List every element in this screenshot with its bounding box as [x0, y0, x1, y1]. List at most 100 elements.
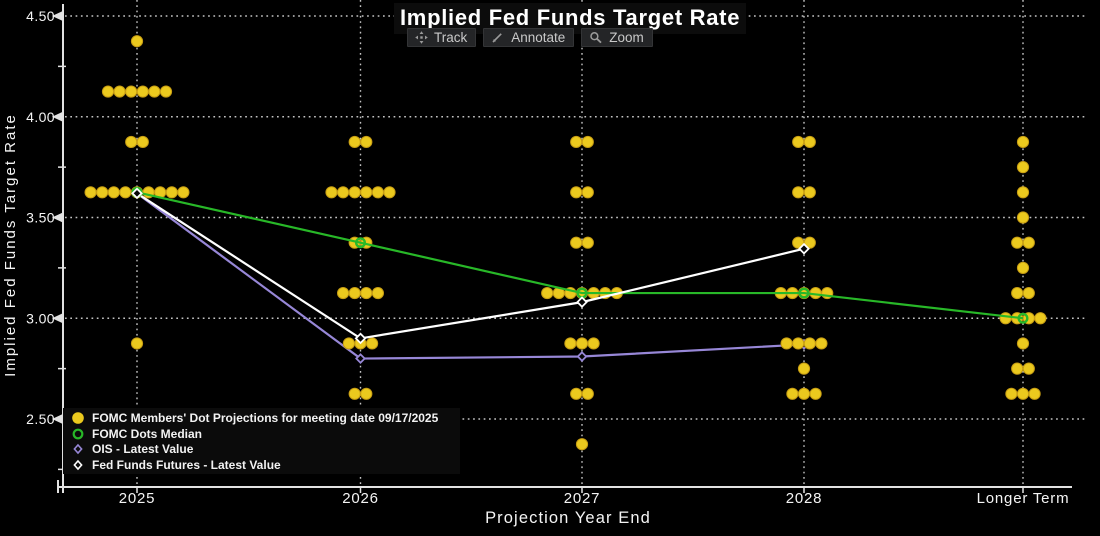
fomc-dot	[366, 337, 379, 350]
fomc-dot	[786, 387, 799, 400]
fomc-dot	[125, 85, 138, 98]
y-tick-label: 3.00	[26, 310, 55, 326]
fomc-dot	[1022, 286, 1035, 300]
futures-marker	[798, 242, 810, 255]
fomc-dot	[165, 186, 178, 199]
fomc-dot	[1028, 387, 1041, 400]
y-axis-major-tick	[52, 313, 62, 323]
fomc-dot	[371, 286, 384, 300]
fomc-dot	[809, 387, 822, 400]
x-tick-label: 2025	[119, 490, 156, 507]
fomc-dot	[581, 186, 594, 199]
fomc-dot	[360, 135, 373, 149]
legend-item-label: Fed Funds Futures - Latest Value	[92, 457, 281, 472]
annotate-button[interactable]: Annotate	[483, 28, 575, 47]
fomc-dot	[1034, 312, 1047, 325]
fomc-dot	[575, 438, 589, 451]
fomc-dot	[1016, 337, 1030, 350]
fomc-dot	[84, 186, 97, 199]
fomc-dot	[803, 236, 816, 249]
fomc-dot	[360, 387, 373, 400]
fomc-dot	[136, 85, 149, 98]
y-tick-label: 2.50	[26, 411, 55, 427]
median-marker	[1017, 312, 1029, 324]
y-axis-major-tick	[52, 414, 62, 424]
y-tick-label: 3.50	[26, 210, 55, 226]
fomc-dot	[96, 186, 109, 199]
futures-marker	[131, 187, 143, 200]
fomc-dot	[101, 85, 115, 98]
y-tick-label: 4.50	[26, 8, 55, 24]
fomc-dot	[119, 186, 132, 199]
futures-marker	[576, 296, 588, 309]
fomc-dot	[383, 186, 396, 199]
ois-line	[136, 192, 805, 360]
legend: FOMC Members' Dot Projections for meetin…	[63, 408, 460, 474]
track-icon	[415, 30, 428, 44]
fomc-dot	[575, 337, 589, 350]
legend-item[interactable]: FOMC Members' Dot Projections for meetin…	[71, 410, 460, 426]
y-axis-major-tick	[52, 11, 62, 21]
fomc-dot	[570, 387, 583, 400]
futures-line	[136, 192, 805, 340]
median-marker	[355, 237, 367, 249]
legend-item[interactable]: Fed Funds Futures - Latest Value	[71, 457, 460, 473]
zoom-icon	[590, 31, 602, 43]
chart-toolbar: Track Annotate Zoom	[407, 28, 653, 47]
fomc-dot	[1011, 362, 1024, 375]
x-axis-title: Projection Year End	[485, 509, 651, 527]
legend-open-diamond-icon	[73, 444, 83, 455]
zoom-button[interactable]: Zoom	[581, 28, 653, 47]
fomc-dot	[113, 85, 126, 98]
fomc-dot	[1011, 286, 1024, 300]
fomc-dot	[780, 337, 793, 350]
fomc-dot	[1016, 211, 1030, 224]
fomc-dot	[348, 286, 361, 300]
fomc-dot	[360, 286, 373, 300]
fomc-dot	[999, 312, 1012, 325]
legend-filled-circle-icon	[72, 412, 84, 424]
legend-item-label: OIS - Latest Value	[92, 442, 194, 457]
fomc-dot	[587, 337, 600, 350]
fomc-dot	[325, 186, 338, 199]
y-axis-major-tick	[52, 212, 62, 223]
x-tick-label: Longer Term	[977, 490, 1070, 507]
fomc-dot	[581, 135, 594, 149]
track-button-label: Track	[434, 29, 468, 45]
fomc-dot	[1016, 135, 1030, 149]
fomc-dot	[797, 387, 811, 400]
annotate-button-label: Annotate	[511, 29, 566, 45]
fomc-dot	[348, 186, 361, 199]
legend-item[interactable]: OIS - Latest Value	[71, 441, 460, 457]
x-tick-label: 2026	[342, 490, 379, 507]
median-line	[136, 191, 1024, 320]
y-axis-title: Implied Fed Funds Target Rate	[2, 113, 19, 377]
legend-open-circle-icon	[72, 428, 84, 439]
fomc-dot	[541, 286, 554, 300]
y-tick-label: 4.00	[26, 109, 55, 125]
fomc-dot	[1011, 236, 1024, 249]
fomc-dot	[125, 135, 138, 149]
fomc-dot	[159, 85, 173, 98]
annotate-icon	[492, 32, 503, 43]
fomc-dot	[1005, 387, 1018, 400]
fomc-dot	[1022, 362, 1035, 375]
fomc-dot	[792, 337, 805, 350]
legend-item-label: FOMC Members' Dot Projections for meetin…	[92, 410, 439, 425]
fomc-dot	[581, 236, 594, 249]
fomc-dot	[570, 135, 583, 149]
fomc-dot	[360, 186, 373, 199]
ois-marker	[576, 351, 588, 363]
fomc-dot	[797, 362, 811, 375]
fomc-dot	[337, 186, 350, 199]
legend-item[interactable]: FOMC Dots Median	[71, 426, 460, 442]
track-button[interactable]: Track	[407, 28, 477, 47]
ois-marker	[355, 353, 366, 365]
fomc-dot	[130, 35, 144, 48]
fomc-dot	[570, 236, 583, 249]
legend-open-diamond-icon	[73, 459, 83, 471]
fomc-dot	[792, 135, 805, 149]
fomc-dot	[337, 286, 350, 300]
